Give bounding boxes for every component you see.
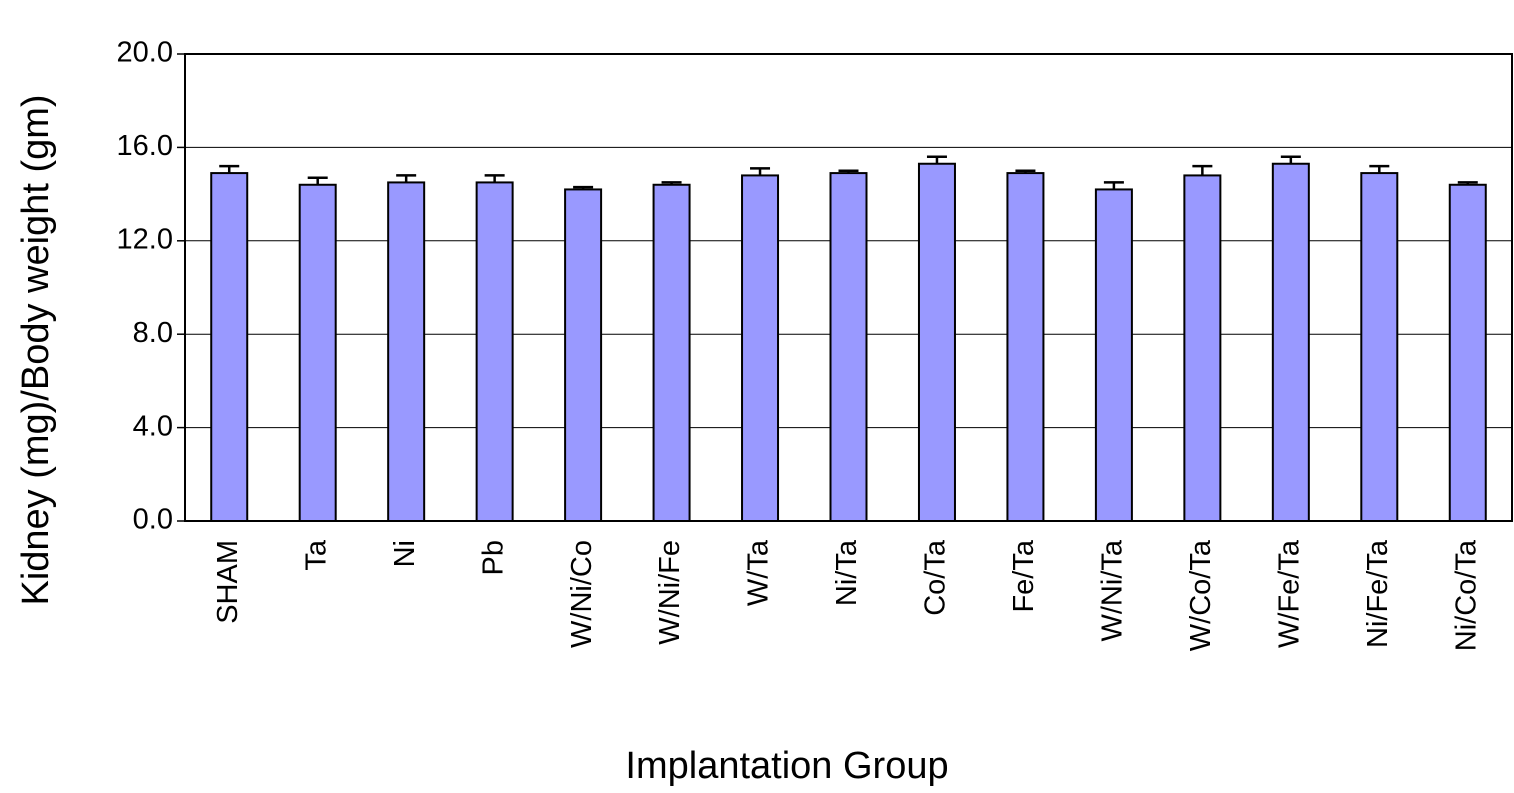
y-axis-title: Kidney (mg)/Body weight (gm)	[15, 94, 57, 605]
bar	[210, 172, 249, 523]
x-tick-label: W/Fe/Ta	[1273, 539, 1305, 648]
bar	[387, 181, 426, 523]
y-tick-label: 4.0	[133, 410, 173, 442]
y-tick-label: 12.0	[117, 223, 173, 255]
error-bar	[838, 169, 859, 174]
error-bar	[1457, 181, 1478, 185]
x-tick-label: Fe/Ta	[1008, 539, 1040, 612]
x-axis-title: Implantation Group	[625, 745, 948, 787]
error-bar	[573, 185, 594, 190]
bar	[1360, 172, 1399, 523]
bar	[1006, 172, 1045, 523]
x-tick-label: W/Co/Ta	[1185, 539, 1217, 651]
x-tick-label: W/Ta	[743, 539, 775, 606]
bar	[564, 188, 603, 522]
x-tick-label: SHAM	[212, 540, 244, 624]
error-bar	[307, 176, 328, 185]
error-bar	[1192, 164, 1213, 176]
x-tick-label: Pb	[477, 540, 509, 575]
x-tick-label: W/Ni/Ta	[1097, 539, 1129, 641]
error-bar	[750, 167, 771, 176]
error-bar	[219, 164, 240, 174]
bar	[475, 181, 514, 523]
y-tick-label: 20.0	[117, 37, 173, 69]
y-tick-label: 8.0	[133, 317, 173, 349]
error-bar	[396, 174, 417, 183]
bar	[1448, 183, 1487, 522]
error-bar	[1015, 169, 1036, 174]
bar	[829, 172, 868, 523]
x-tick-label: W/Ni/Co	[566, 540, 598, 648]
bar	[741, 174, 780, 522]
error-bar	[926, 155, 947, 164]
bar	[1183, 174, 1222, 522]
x-tick-label: Ni/Fe/Ta	[1362, 539, 1394, 648]
bar	[1094, 188, 1133, 522]
error-bar	[1369, 164, 1390, 174]
x-tick-label: Ta	[300, 539, 332, 571]
bar	[1271, 162, 1310, 522]
error-bar	[484, 174, 505, 183]
bar	[652, 183, 691, 522]
error-bar	[1280, 155, 1301, 164]
x-tick-label: W/Ni/Fe	[654, 540, 686, 645]
bar	[917, 162, 956, 522]
x-tick-label: Co/Ta	[920, 539, 952, 616]
error-bar	[1103, 181, 1124, 190]
x-tick-label: Ni	[389, 540, 421, 567]
bar	[298, 183, 337, 522]
x-tick-label: Ni/Ta	[831, 539, 863, 606]
y-tick-label: 0.0	[133, 504, 173, 536]
y-tick-label: 16.0	[117, 130, 173, 162]
x-tick-label: Ni/Co/Ta	[1450, 539, 1482, 651]
error-bar	[661, 181, 682, 185]
